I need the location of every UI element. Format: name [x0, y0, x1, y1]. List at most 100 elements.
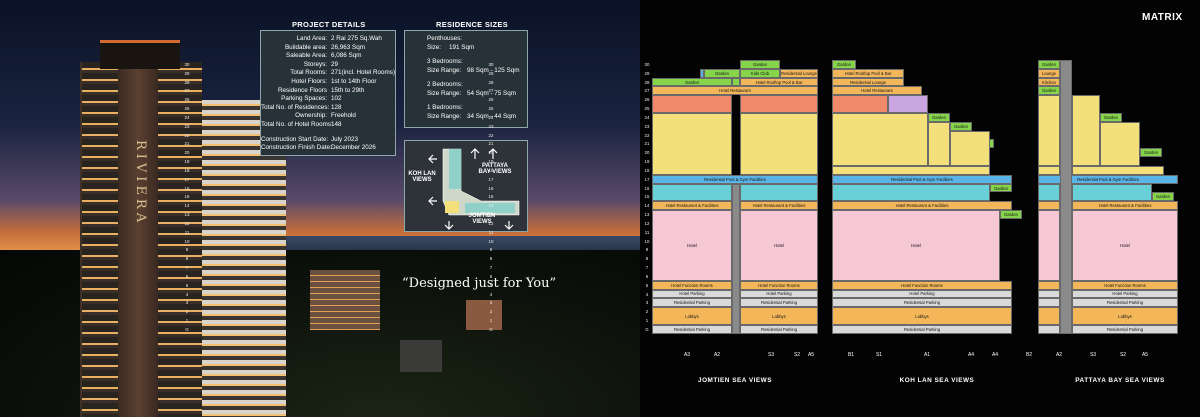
floor-number: 6: [185, 273, 189, 279]
garden-cell: Garden: [832, 60, 856, 69]
detail-value: 26,963 Sqm: [331, 43, 365, 51]
residential-parking-cell: [1038, 298, 1060, 308]
floor-number: 27: [488, 88, 494, 94]
floor-number: 21: [184, 141, 190, 147]
floor-number: 13: [488, 212, 494, 218]
garden-cell: Garden: [1038, 86, 1060, 96]
unit-stack-cell: [1100, 121, 1140, 166]
three-bed-cell: [888, 95, 928, 113]
floor-number: 21: [488, 141, 494, 147]
floor-number: 25: [184, 106, 190, 112]
floor-number: 5: [489, 282, 493, 288]
lounge-cell: Lounge: [1038, 68, 1060, 78]
floor-number: 14: [184, 203, 190, 209]
garden-cell: [732, 77, 740, 87]
hotel-restaurant-cell: Hotel Restaurant: [832, 86, 922, 96]
floor-number: 30: [644, 62, 650, 67]
floor-number: 18: [644, 167, 650, 173]
floor-number: 4: [185, 291, 189, 297]
floor-number: 14: [488, 203, 494, 209]
detail-value: 1st to 14th Floor: [331, 78, 377, 85]
lobby-cell: Lobbys: [652, 307, 732, 325]
detail-value: 102: [331, 95, 342, 103]
floor-number: 21: [644, 141, 650, 147]
hotel-floors-cell: [1038, 210, 1060, 281]
penthouse-cell: [740, 95, 818, 113]
floor-number: 28: [184, 79, 190, 85]
hotel-facilities-cell: Hotel Restaurant & Facilities: [740, 201, 818, 211]
floor-number: 22: [488, 132, 494, 138]
detail-value: 271(incl. Hotel Rooms): [331, 69, 396, 77]
floor-number: 16: [488, 185, 494, 191]
unit-type-label: A2: [713, 352, 721, 358]
detail-label: Land Area:: [296, 35, 327, 42]
floor-number: 29: [644, 70, 650, 76]
floor-number: 11: [488, 229, 494, 235]
unit-stack-cell: [740, 183, 818, 202]
floor-number: 20: [644, 150, 650, 156]
section-view-title: JOMTIEN SEA VIEWS: [698, 377, 772, 384]
detail-label: Total No. of Hotel Rooms:: [261, 121, 333, 128]
floor-number: G: [489, 326, 493, 332]
floor-number: 28: [488, 79, 494, 85]
floor-number: 23: [184, 123, 190, 129]
floor-number: 13: [644, 212, 650, 218]
floor-number: 30: [184, 62, 190, 67]
garden-cell: Garden: [1000, 210, 1022, 219]
floor-number: 19: [184, 159, 190, 165]
unit-stack-cell: [652, 183, 732, 202]
floor-number: 12: [184, 220, 190, 226]
residence-sizes-title: RESIDENCE SIZES: [436, 20, 509, 29]
floor-number: 7: [489, 265, 493, 271]
residential-parking-cell: Residential Parking: [832, 324, 1012, 334]
garden-cell: Garden: [740, 60, 780, 69]
floor-number: 26: [184, 97, 190, 103]
lobby-cell: Lobbys: [1072, 307, 1178, 325]
floor-number: 3: [489, 300, 493, 306]
floor-number: 14: [644, 203, 650, 209]
detail-label: Parking Spaces:: [281, 95, 327, 103]
size-range-label: Size Range:: [427, 113, 462, 120]
hotel-floors-cell: Hotel: [740, 210, 818, 281]
unit-type-label: S2: [1119, 352, 1127, 358]
floor-number: 8: [645, 256, 649, 262]
floor-number: 1: [185, 318, 189, 324]
floor-number: 18: [488, 167, 494, 173]
floor-number: 6: [645, 273, 649, 279]
floor-number: 9: [489, 247, 493, 253]
hotel-facilities-cell: [1038, 201, 1060, 211]
floor-number: 23: [644, 123, 650, 129]
floor-number: 28: [644, 79, 650, 85]
unit-stack-cell: [1038, 95, 1060, 166]
kitchen-cell: Kitchen: [1038, 77, 1060, 87]
floor-number: 11: [184, 229, 190, 235]
penthouse-cell: [832, 95, 888, 113]
unit-stack-cell: [1038, 165, 1060, 175]
unit-stack-cell: [1072, 165, 1164, 175]
size-range-value: 98 Sqm - 125 Sqm: [467, 67, 520, 74]
garden-cell: Garden: [652, 77, 732, 87]
pool-cell: [700, 68, 704, 78]
unit-stack-cell: [1038, 183, 1060, 202]
detail-value: December 2026: [331, 144, 376, 152]
floor-number: 15: [488, 194, 494, 200]
unit-stack-cell: [832, 165, 990, 175]
floor-number: 20: [488, 150, 494, 156]
unit-type-label: A5: [807, 352, 815, 358]
floor-number: 15: [184, 194, 190, 200]
floor-number: G: [185, 326, 189, 332]
size-range-label: Size:: [427, 44, 441, 51]
detail-label: Buildable area:: [284, 43, 327, 51]
floor-number: 25: [644, 106, 650, 112]
unit-type-label: S3: [1089, 352, 1097, 358]
size-range-value: 54 Sqm - 75 Sqm: [467, 90, 516, 97]
floor-number: 27: [184, 88, 190, 94]
project-details-title: PROJECT DETAILS: [292, 20, 366, 29]
section-view-title: KOH LAN SEA VIEWS: [899, 377, 975, 384]
floor-number: 2: [645, 309, 649, 315]
floor-number: 5: [185, 282, 189, 288]
hotel-restaurant-cell: Hotel Restaurant: [652, 86, 818, 96]
detail-value: 29: [331, 60, 339, 68]
residential-parking-cell: Residential Parking: [740, 298, 818, 308]
floor-number: 25: [488, 106, 494, 112]
